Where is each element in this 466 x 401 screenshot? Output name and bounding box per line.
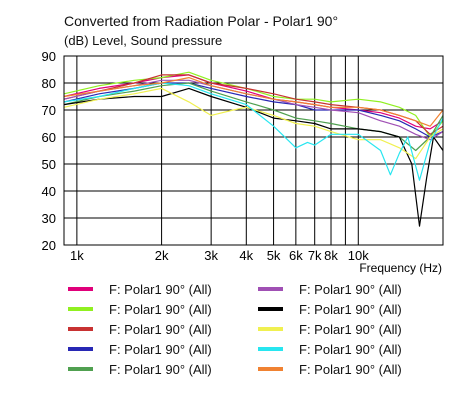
y-tick-label: 70	[42, 103, 56, 118]
legend-item: F: Polar1 90° (All)	[68, 361, 212, 377]
legend-swatch	[68, 287, 93, 291]
legend-swatch	[258, 307, 283, 311]
legend-label: F: Polar1 90° (All)	[299, 361, 402, 377]
tick-labels: 20 30 40 50 60 70 80 90 1k 2k 3k 4k 5k 6k 7k 8k 10k	[42, 49, 370, 263]
x-tick-label: 3k	[204, 248, 218, 263]
series-line-10	[63, 77, 444, 127]
x-tick-label: 8k	[324, 248, 338, 263]
legend-label: F: Polar1 90° (All)	[299, 281, 402, 297]
legend-label: F: Polar1 90° (All)	[109, 361, 212, 377]
x-axis-label: Frequency (Hz)	[359, 261, 442, 275]
y-axis-label: (dB) Level, Sound pressure	[64, 33, 223, 48]
y-tick-label: 30	[42, 211, 56, 226]
legend-item: F: Polar1 90° (All)	[68, 341, 212, 357]
legend-label: F: Polar1 90° (All)	[109, 341, 212, 357]
series-line-8	[63, 87, 444, 160]
plot-frame	[63, 55, 444, 246]
series-line-6	[63, 79, 444, 141]
legend-label: F: Polar1 90° (All)	[109, 281, 212, 297]
series-line-9	[63, 82, 444, 181]
legend-swatch	[68, 367, 93, 371]
legend-swatch	[68, 327, 93, 331]
legend-label: F: Polar1 90° (All)	[299, 321, 402, 337]
legend-item: F: Polar1 90° (All)	[258, 281, 402, 297]
legend-swatch	[258, 327, 283, 331]
legend-item: F: Polar1 90° (All)	[258, 361, 402, 377]
x-tick-label: 5k	[267, 248, 281, 263]
chart-title: Converted from Radiation Polar - Polar1 …	[64, 13, 339, 29]
x-tick-label: 7k	[308, 248, 322, 263]
x-tick-label: 4k	[239, 248, 253, 263]
x-tick-label: 6k	[289, 248, 303, 263]
y-tick-label: 50	[42, 157, 56, 172]
x-tick-label: 1k	[70, 248, 84, 263]
legend-swatch	[258, 287, 283, 291]
y-tick-label: 40	[42, 184, 56, 199]
legend-label: F: Polar1 90° (All)	[109, 321, 212, 337]
legend-label: F: Polar1 90° (All)	[109, 301, 212, 317]
legend-item: F: Polar1 90° (All)	[258, 321, 402, 337]
y-tick-label: 60	[42, 130, 56, 145]
legend-label: F: Polar1 90° (All)	[299, 301, 402, 317]
legend-swatch	[68, 347, 93, 351]
y-tick-label: 20	[42, 238, 56, 253]
legend-item: F: Polar1 90° (All)	[258, 301, 402, 317]
y-tick-label: 90	[42, 49, 56, 64]
legend-item: F: Polar1 90° (All)	[68, 321, 212, 337]
legend-swatch	[258, 347, 283, 351]
legend-swatch	[68, 307, 93, 311]
legend-item: F: Polar1 90° (All)	[68, 301, 212, 317]
legend-item: F: Polar1 90° (All)	[68, 281, 212, 297]
legend-swatch	[258, 367, 283, 371]
x-tick-label: 2k	[155, 248, 169, 263]
grid	[64, 55, 444, 246]
series-lines	[63, 71, 444, 227]
y-tick-label: 80	[42, 76, 56, 91]
legend-item: F: Polar1 90° (All)	[258, 341, 402, 357]
legend-label: F: Polar1 90° (All)	[299, 341, 402, 357]
x-tick-label: 10k	[348, 248, 369, 263]
series-line-7	[63, 87, 444, 227]
